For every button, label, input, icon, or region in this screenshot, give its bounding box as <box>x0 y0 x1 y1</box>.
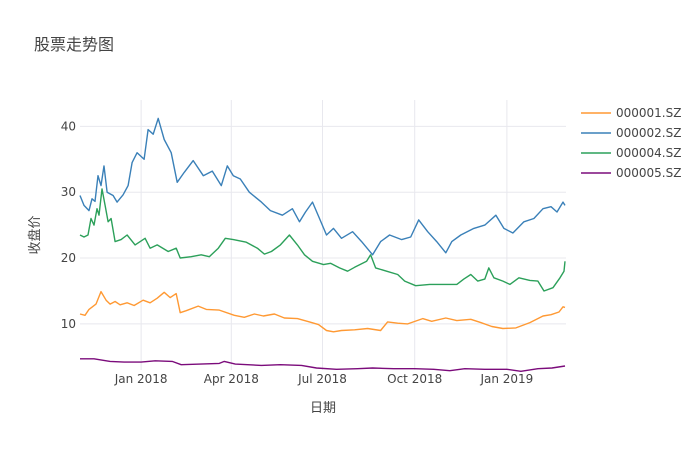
x-tick-label: Jan 2019 <box>479 372 533 386</box>
y-axis-ticks: 10 20 30 40 <box>61 119 76 331</box>
y-axis-title: 收盘价 <box>27 215 43 254</box>
series-line-000002.SZ[interactable] <box>79 117 566 256</box>
legend-label: 000001.SZ <box>616 106 681 120</box>
legend-item-000005.SZ[interactable]: 000005.SZ <box>581 166 681 180</box>
series-lines <box>79 117 566 372</box>
x-tick-label: Oct 2018 <box>387 372 442 386</box>
legend[interactable]: 000001.SZ 000002.SZ 000004.SZ 000005.SZ <box>581 106 681 180</box>
legend-label: 000002.SZ <box>616 126 681 140</box>
legend-label: 000004.SZ <box>616 146 681 160</box>
x-axis-ticks: Jan 2018 Apr 2018 Jul 2018 Oct 2018 Jan 2019 <box>114 372 534 386</box>
y-tick-label: 40 <box>61 119 76 133</box>
series-line-000005.SZ[interactable] <box>80 358 566 372</box>
y-tick-label: 20 <box>61 251 76 265</box>
series-line-000001.SZ[interactable] <box>79 290 566 333</box>
series-line-000004.SZ[interactable] <box>79 188 566 292</box>
x-tick-label: Jul 2018 <box>297 372 347 386</box>
gridlines <box>80 100 566 370</box>
legend-item-000004.SZ[interactable]: 000004.SZ <box>581 146 681 160</box>
x-axis-title: 日期 <box>310 401 336 416</box>
legend-label: 000005.SZ <box>616 166 681 180</box>
chart-title: 股票走势图 <box>34 35 114 54</box>
legend-item-000002.SZ[interactable]: 000002.SZ <box>581 126 681 140</box>
x-tick-label: Jan 2018 <box>114 372 168 386</box>
y-tick-label: 30 <box>61 185 76 199</box>
y-tick-label: 10 <box>61 317 76 331</box>
x-tick-label: Apr 2018 <box>204 372 259 386</box>
legend-item-000001.SZ[interactable]: 000001.SZ <box>581 106 681 120</box>
